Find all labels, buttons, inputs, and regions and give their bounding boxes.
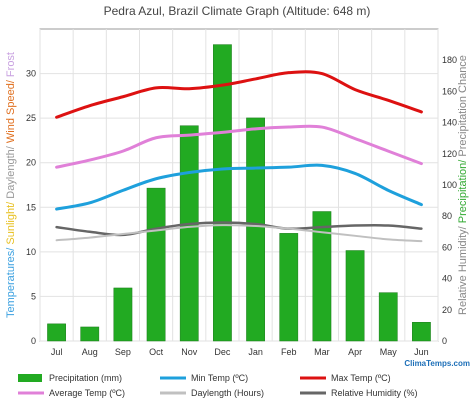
legend-label: Precipitation (mm) [49, 373, 122, 383]
right-tick-label: 180 [442, 55, 457, 65]
left-axis-ticks: 0 5 10 15 20 25 30 [26, 69, 36, 346]
legend-label: Average Temp (ºC) [49, 388, 125, 398]
precipitation-bar [246, 117, 265, 342]
right-tick-label: 140 [442, 118, 457, 128]
axis-label-part: Precipitation Chance [457, 55, 469, 157]
precipitation-bar [113, 287, 133, 342]
left-tick-label: 15 [26, 202, 36, 212]
y-axis-label-left: Temperatures/ Sunlight/ Daylength/ Wind … [5, 52, 17, 318]
right-axis-ticks: 0 20 40 60 80 100 120 140 160 180 [442, 55, 457, 346]
x-tick-label: Apr [348, 347, 362, 357]
axis-label-part: Frost [5, 52, 17, 77]
left-tick-label: 20 [26, 158, 36, 168]
x-tick-label: Oct [149, 347, 164, 357]
right-tick-label: 100 [442, 180, 457, 190]
x-tick-label: Jun [414, 347, 429, 357]
axis-label-part: Precipitation/ [457, 157, 469, 224]
left-tick-label: 25 [26, 113, 36, 123]
legend-label: Daylength (Hours) [191, 388, 264, 398]
axis-label-part: Temperatures/ [5, 245, 17, 318]
right-tick-label: 160 [442, 86, 457, 96]
legend-label: Min Temp (ºC) [191, 373, 248, 383]
left-tick-label: 30 [26, 69, 36, 79]
x-tick-label: Sep [115, 347, 131, 357]
precipitation-bar [146, 187, 166, 342]
legend-item: Precipitation (mm) [18, 373, 122, 383]
legend-item: Max Temp (ºC) [300, 373, 391, 383]
axis-label-part: Relative Humidity/ [457, 223, 469, 315]
precipitation-bar [378, 292, 398, 342]
x-tick-label: Nov [181, 347, 198, 357]
precipitation-bar [279, 233, 299, 342]
y-axis-label-right: Relative Humidity/ Precipitation/ Precip… [457, 55, 469, 315]
legend-item: Min Temp (ºC) [160, 373, 248, 383]
axis-label-part: Wind Speed/ [5, 77, 17, 143]
precipitation-bar [213, 44, 232, 342]
series-line-min-temp-c [55, 163, 423, 211]
x-tick-label: Aug [82, 347, 98, 357]
series-line-max-temp-c [55, 70, 423, 119]
precipitation-bar [47, 323, 66, 342]
precipitation-bar [345, 250, 365, 342]
grid [39, 29, 439, 342]
legend-label: Max Temp (ºC) [331, 373, 391, 383]
x-tick-label: Dec [214, 347, 231, 357]
x-tick-label: Feb [281, 347, 297, 357]
legend-label: Relative Humidity (%) [331, 388, 418, 398]
left-tick-label: 5 [31, 291, 36, 301]
x-axis-ticks: Jul Aug Sep Oct Nov Dec Jan Feb Mar Apr May Jun [51, 347, 429, 357]
right-tick-label: 80 [442, 211, 452, 221]
precipitation-bar [412, 322, 431, 342]
right-tick-label: 20 [442, 305, 452, 315]
right-tick-label: 0 [442, 336, 447, 346]
series-lines [55, 70, 423, 243]
legend-swatch [18, 374, 42, 382]
chart-title: Pedra Azul, Brazil Climate Graph (Altitu… [104, 4, 371, 18]
brand-label: ClimaTemps.com [404, 359, 470, 368]
right-tick-label: 40 [442, 274, 452, 284]
legend: Precipitation (mm) Min Temp (ºC) Max Temp … [18, 373, 418, 398]
precipitation-bar [179, 125, 199, 342]
left-tick-label: 10 [26, 247, 36, 257]
series-line-average-temp-c [55, 124, 423, 169]
right-tick-label: 120 [442, 149, 457, 159]
axis-label-part: Sunlight/ [5, 199, 17, 245]
series-line-daylength-hours [55, 224, 423, 243]
x-tick-label: Jan [248, 347, 263, 357]
legend-item: Average Temp (ºC) [18, 388, 125, 398]
precipitation-bar [312, 211, 332, 342]
legend-item: Relative Humidity (%) [300, 388, 418, 398]
legend-item: Daylength (Hours) [160, 388, 264, 398]
x-tick-label: Jul [51, 347, 63, 357]
right-tick-label: 60 [442, 242, 452, 252]
precipitation-bars [47, 44, 431, 342]
axis-label-part: Daylength/ [5, 143, 17, 199]
x-tick-label: May [380, 347, 398, 357]
left-tick-label: 0 [31, 336, 36, 346]
precipitation-bar [80, 326, 100, 342]
x-tick-label: Mar [314, 347, 330, 357]
